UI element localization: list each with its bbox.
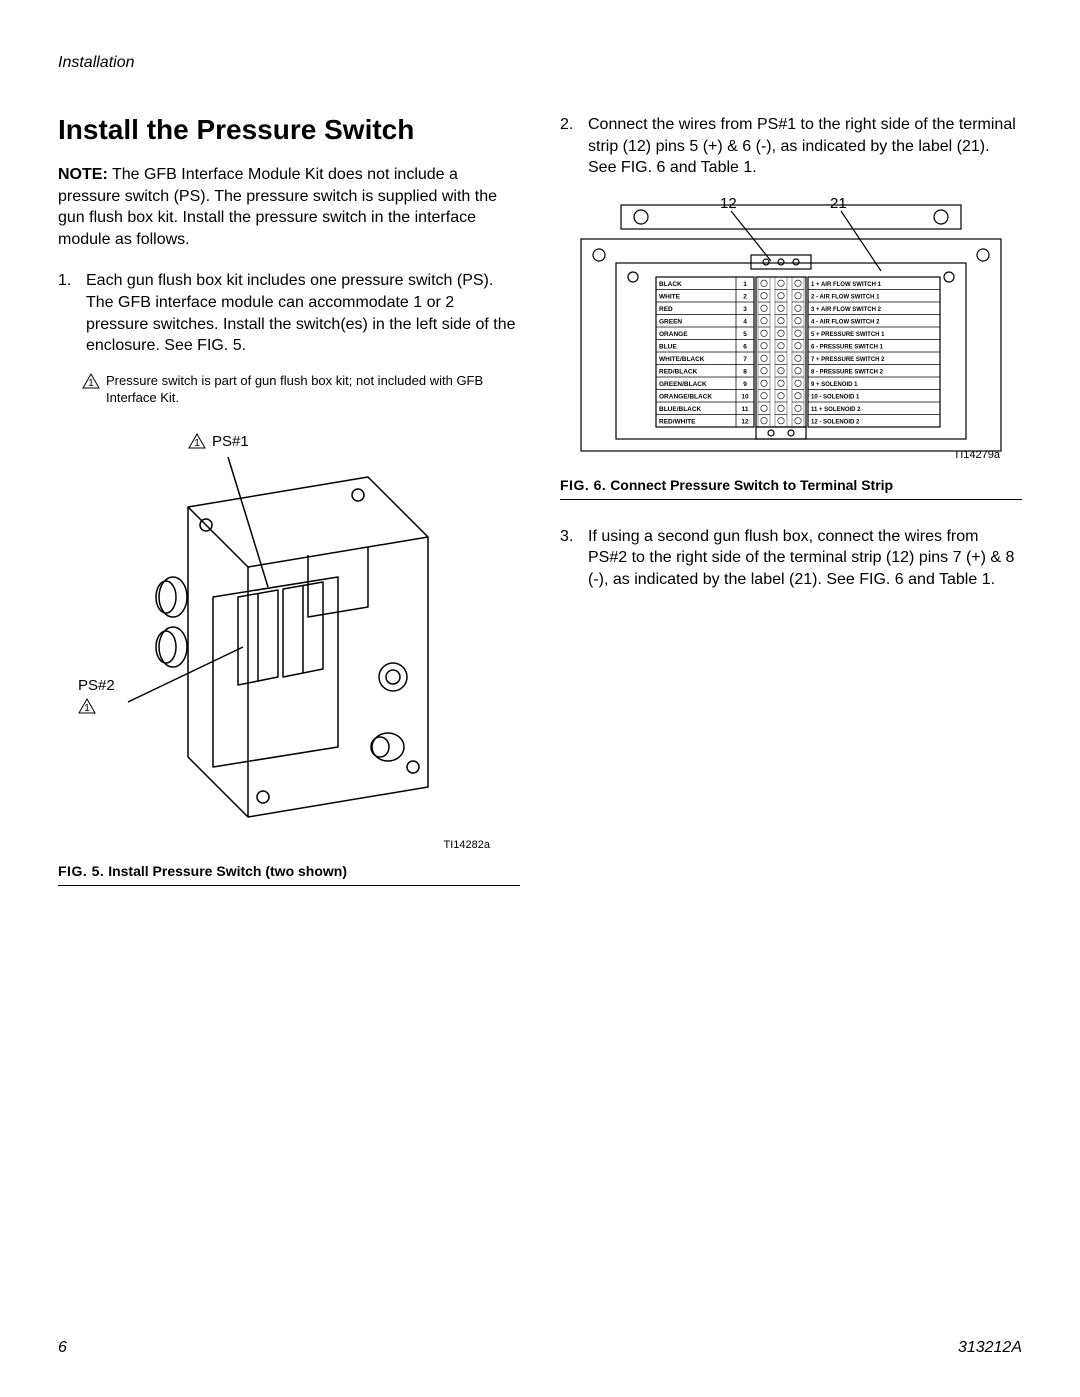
svg-text:1 + AIR FLOW SWITCH 1: 1 + AIR FLOW SWITCH 1 (811, 282, 882, 288)
step-number: 3. (560, 526, 588, 591)
svg-text:8: 8 (743, 368, 747, 375)
svg-text:BLACK: BLACK (659, 281, 682, 288)
svg-text:RED/BLACK: RED/BLACK (659, 368, 698, 375)
svg-text:1: 1 (743, 281, 747, 288)
left-column: Install the Pressure Switch NOTE: The GF… (58, 114, 520, 886)
svg-text:6: 6 (743, 343, 747, 350)
svg-text:ORANGE: ORANGE (659, 331, 688, 338)
figure-6-ref: TI14279a (954, 449, 1000, 461)
svg-text:BLUE/BLACK: BLUE/BLACK (659, 406, 702, 413)
svg-text:BLUE: BLUE (659, 343, 677, 350)
svg-text:12 - SOLENOID 2: 12 - SOLENOID 2 (811, 419, 860, 425)
page-number: 6 (58, 1339, 67, 1357)
svg-text:GREEN/BLACK: GREEN/BLACK (659, 381, 707, 388)
page-footer: 6 313212A (58, 1339, 1022, 1357)
note-text: The GFB Interface Module Kit does not in… (58, 166, 497, 248)
caution-icon: 1 (78, 698, 96, 714)
caution-icon: 1 (82, 373, 100, 389)
footnote: 1 Pressure switch is part of gun flush b… (58, 369, 520, 407)
figure-6: 12 2 1 (560, 191, 1022, 500)
svg-text:2 - AIR FLOW SWITCH 1: 2 - AIR FLOW SWITCH 1 (811, 294, 880, 300)
figure-5-caption: FIG. 5. Install Pressure Switch (two sho… (58, 857, 520, 881)
svg-text:1: 1 (88, 378, 94, 389)
figure-5: 1 PS#1 PS#2 1 (58, 427, 520, 886)
svg-text:11: 11 (742, 406, 749, 413)
note-paragraph: NOTE: The GFB Interface Module Kit does … (58, 164, 520, 250)
doc-number: 313212A (958, 1339, 1022, 1357)
ps2-label: PS#2 (78, 677, 115, 694)
right-column: 2. Connect the wires from PS#1 to the ri… (560, 114, 1022, 886)
step-number: 1. (58, 270, 86, 356)
svg-text:12: 12 (741, 418, 749, 425)
svg-text:10 - SOLENOID 1: 10 - SOLENOID 1 (811, 394, 860, 400)
svg-text:5 + PRESSURE SWITCH 1: 5 + PRESSURE SWITCH 1 (811, 332, 885, 338)
svg-text:2: 2 (743, 293, 747, 300)
step-1: 1. Each gun flush box kit includes one p… (58, 270, 520, 356)
note-lead: NOTE: (58, 166, 108, 183)
svg-text:RED/WHITE: RED/WHITE (659, 418, 696, 425)
figure-5-ref: TI14282a (444, 839, 490, 851)
step-number: 2. (560, 114, 588, 179)
page-header: Installation (58, 54, 1022, 72)
svg-text:9 + SOLENOID 1: 9 + SOLENOID 1 (811, 382, 858, 388)
step-text: Each gun flush box kit includes one pres… (86, 270, 520, 356)
svg-text:GREEN: GREEN (659, 318, 682, 325)
svg-text:7 + PRESSURE SWITCH 2: 7 + PRESSURE SWITCH 2 (811, 357, 885, 363)
svg-text:10: 10 (741, 393, 749, 400)
step-text: Connect the wires from PS#1 to the right… (588, 114, 1022, 179)
section-title: Install the Pressure Switch (58, 114, 520, 146)
footnote-text: Pressure switch is part of gun flush box… (106, 373, 520, 407)
step-2: 2. Connect the wires from PS#1 to the ri… (560, 114, 1022, 179)
svg-text:WHITE/BLACK: WHITE/BLACK (659, 356, 705, 363)
svg-text:8 - PRESSURE SWITCH 2: 8 - PRESSURE SWITCH 2 (811, 369, 884, 375)
svg-text:6 - PRESSURE SWITCH 1: 6 - PRESSURE SWITCH 1 (811, 344, 884, 350)
svg-text:RED: RED (659, 306, 673, 313)
svg-text:ORANGE/BLACK: ORANGE/BLACK (659, 393, 712, 400)
svg-text:1: 1 (84, 703, 90, 714)
step-text: If using a second gun flush box, connect… (588, 526, 1022, 591)
figure-5-diagram (118, 447, 478, 857)
step-3: 3. If using a second gun flush box, conn… (560, 526, 1022, 591)
svg-text:11 + SOLENOID 2: 11 + SOLENOID 2 (811, 407, 861, 413)
svg-text:4 - AIR FLOW SWITCH 2: 4 - AIR FLOW SWITCH 2 (811, 319, 880, 325)
svg-text:5: 5 (743, 331, 747, 338)
svg-text:9: 9 (743, 381, 747, 388)
svg-text:3: 3 (743, 306, 747, 313)
figure-6-caption: FIG. 6. Connect Pressure Switch to Termi… (560, 471, 1022, 495)
figure-6-diagram: BLACK 1 1 + AIR FLOW SWITCH 1 WHITE 2 2 - AIR… (560, 191, 1022, 461)
svg-text:3 + AIR FLOW SWITCH 2: 3 + AIR FLOW SWITCH 2 (811, 307, 882, 313)
svg-text:7: 7 (743, 356, 747, 363)
svg-text:4: 4 (743, 318, 747, 325)
svg-text:WHITE: WHITE (659, 293, 681, 300)
